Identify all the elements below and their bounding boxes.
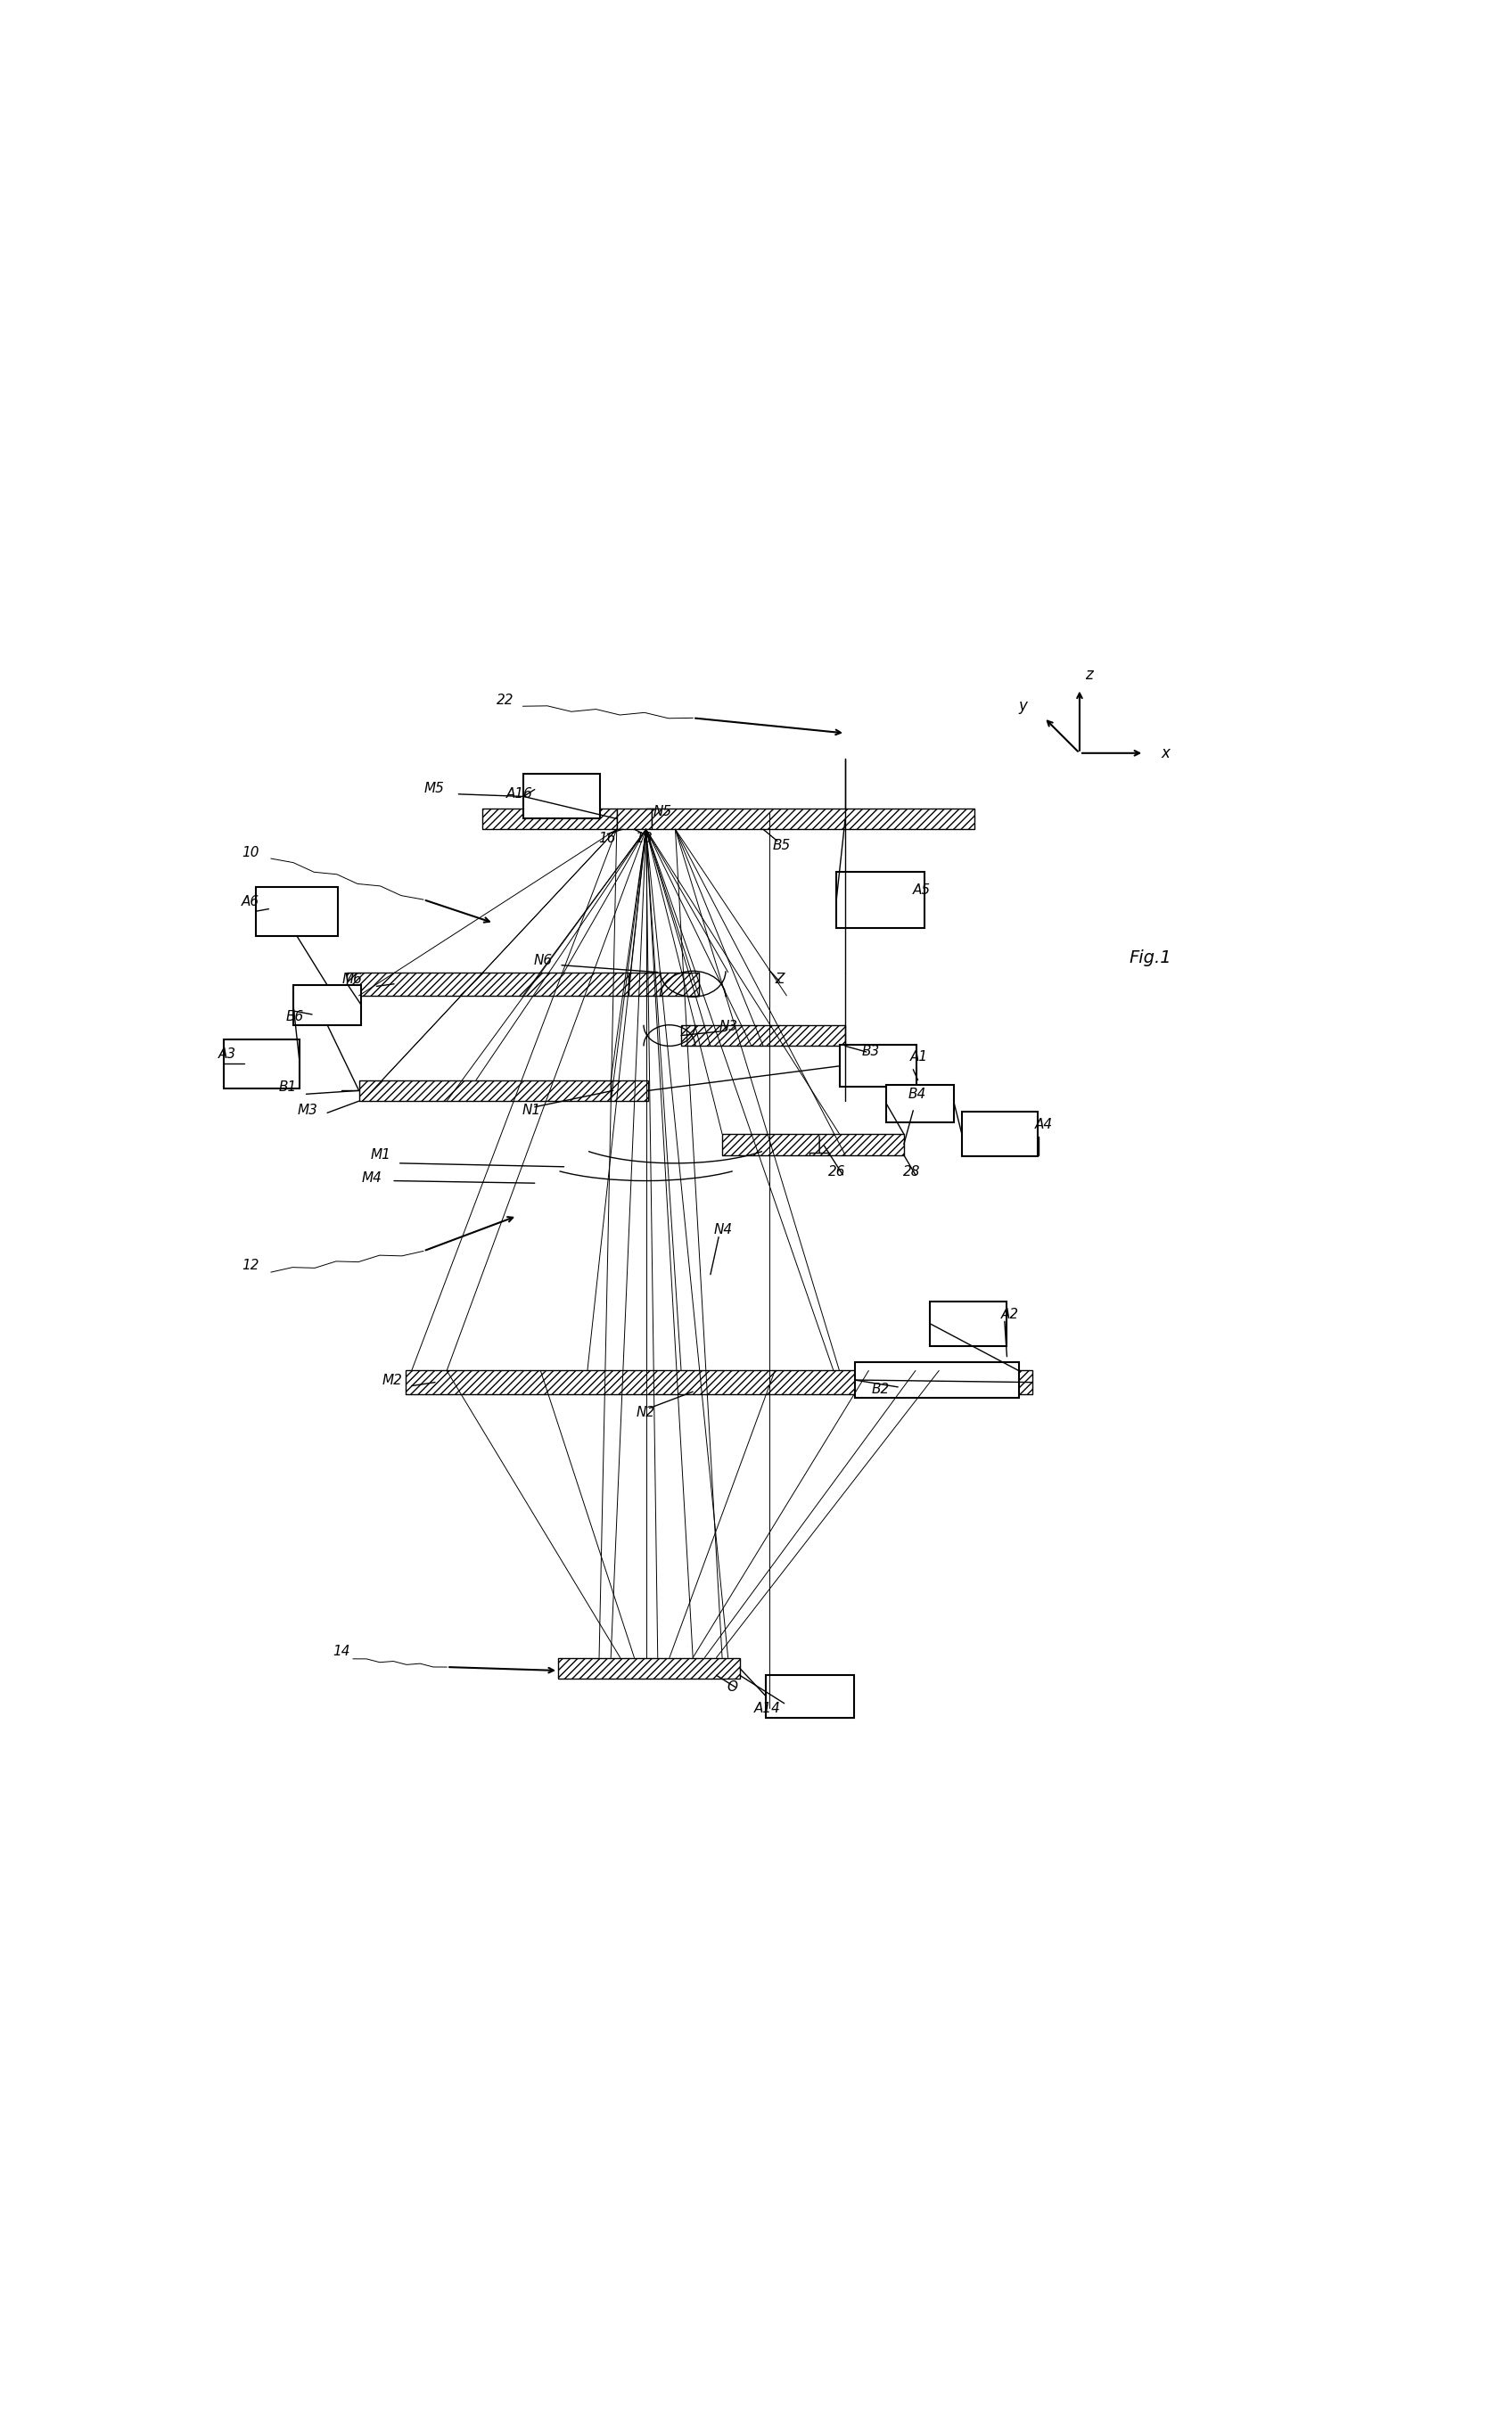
- Bar: [930, 1301, 1007, 1347]
- Bar: [680, 1026, 845, 1045]
- Bar: [854, 1361, 1019, 1398]
- Text: A1: A1: [910, 1050, 927, 1062]
- Bar: [617, 807, 652, 829]
- Text: 10: 10: [242, 846, 260, 861]
- Text: 26: 26: [829, 1164, 845, 1179]
- Bar: [293, 985, 361, 1026]
- Text: M6: M6: [342, 972, 363, 987]
- Bar: [629, 972, 699, 997]
- Text: N6: N6: [534, 953, 552, 968]
- Text: N3: N3: [718, 1019, 738, 1033]
- Text: 12: 12: [242, 1259, 260, 1271]
- Bar: [836, 870, 924, 929]
- Bar: [723, 1133, 904, 1155]
- Bar: [921, 1371, 1033, 1393]
- Bar: [558, 1658, 739, 1680]
- Text: 16: 16: [599, 831, 615, 846]
- Text: M4: M4: [361, 1172, 383, 1186]
- Text: B4: B4: [909, 1087, 927, 1101]
- Text: M1: M1: [370, 1147, 390, 1162]
- Text: O: O: [727, 1680, 738, 1694]
- Text: N2: N2: [637, 1405, 655, 1420]
- Text: M5: M5: [423, 783, 445, 795]
- Text: B3: B3: [862, 1045, 880, 1057]
- Bar: [405, 1371, 921, 1393]
- Text: A16: A16: [507, 788, 532, 800]
- Bar: [652, 807, 974, 829]
- Text: Fig.1: Fig.1: [1128, 951, 1172, 968]
- Text: 28: 28: [903, 1164, 921, 1179]
- Bar: [886, 1084, 954, 1123]
- Text: 22: 22: [497, 693, 514, 707]
- Text: 14: 14: [333, 1646, 349, 1658]
- Text: A6: A6: [242, 895, 260, 909]
- Text: x: x: [1161, 744, 1169, 761]
- Bar: [482, 807, 617, 829]
- Text: M3: M3: [298, 1104, 318, 1118]
- Bar: [611, 1079, 649, 1101]
- Bar: [523, 773, 600, 819]
- Text: z: z: [1086, 666, 1093, 683]
- Text: 18: 18: [635, 831, 652, 846]
- Bar: [962, 1111, 1037, 1157]
- Text: A3: A3: [218, 1048, 236, 1060]
- Text: A4: A4: [1036, 1118, 1052, 1130]
- Text: y: y: [1019, 698, 1028, 715]
- Text: N5: N5: [653, 805, 671, 819]
- Text: B2: B2: [872, 1383, 889, 1395]
- Text: B6: B6: [286, 1009, 304, 1023]
- Bar: [767, 1675, 854, 1716]
- Text: Z: Z: [774, 972, 785, 987]
- Bar: [224, 1038, 299, 1089]
- Text: B5: B5: [773, 839, 791, 853]
- Text: M2: M2: [383, 1374, 402, 1386]
- Bar: [348, 972, 629, 997]
- Text: A2: A2: [1001, 1308, 1019, 1320]
- Text: A5: A5: [913, 882, 931, 897]
- Text: A14: A14: [754, 1702, 780, 1714]
- Bar: [256, 887, 337, 936]
- Bar: [841, 1045, 916, 1087]
- Text: N1: N1: [522, 1104, 541, 1118]
- Bar: [358, 1079, 611, 1101]
- Text: B1: B1: [278, 1079, 296, 1094]
- Text: N4: N4: [714, 1223, 733, 1237]
